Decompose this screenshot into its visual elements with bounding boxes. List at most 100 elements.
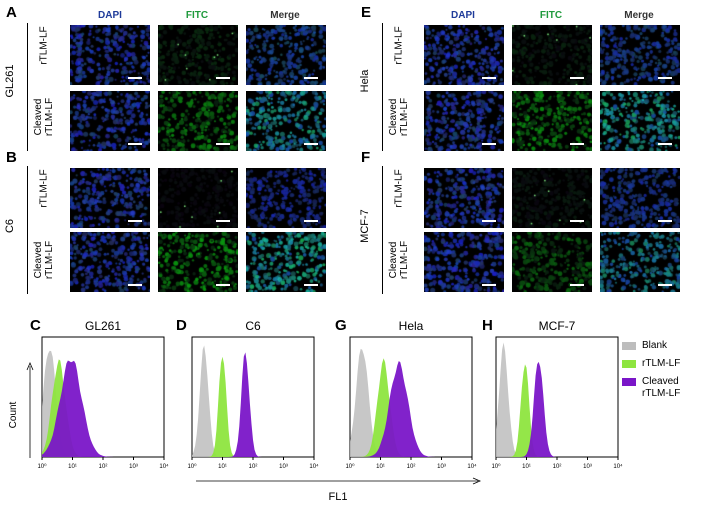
bracket-line-mcf7 xyxy=(382,166,383,294)
panel-letter-e: E xyxy=(361,4,372,21)
hist-panel-letter-g: G xyxy=(335,317,347,334)
cell-line-label-mcf7: MCF-7 xyxy=(359,209,371,243)
cell-line-label-c6: C6 xyxy=(4,218,16,234)
legend-label-rtlm-lf: rTLM-LF xyxy=(642,358,681,369)
hist-frame xyxy=(495,336,619,458)
y-axis-arrow-head xyxy=(26,361,34,371)
micro-gl261-untreated-dapi xyxy=(70,25,150,85)
micro-hela-untreated-merge xyxy=(600,25,680,85)
row-label-mcf7-untreated: rTLM-LF xyxy=(393,169,405,208)
col-head-dapi-right: DAPI xyxy=(451,10,475,21)
scale-bar xyxy=(570,77,584,79)
col-head-merge-right: Merge xyxy=(624,10,654,21)
micro-mcf7-cleaved-fitc xyxy=(512,232,592,292)
scale-bar xyxy=(482,284,496,286)
legend-label-blank: Blank xyxy=(642,340,668,351)
x-tick-label: 10³ xyxy=(279,464,288,470)
cell-line-label-hela: Hela xyxy=(359,69,371,93)
scale-bar xyxy=(216,284,230,286)
x-tick-label: 10⁴ xyxy=(613,463,623,470)
scale-bar xyxy=(128,77,142,79)
histogram-legend: Blank rTLM-LF Cleaved rTLM-LF xyxy=(622,340,700,400)
hist-frame xyxy=(191,336,315,458)
scale-bar xyxy=(658,77,672,79)
col-head-fitc-right: FITC xyxy=(539,10,563,21)
x-axis-arrow-head xyxy=(472,477,482,485)
col-head-merge-left: Merge xyxy=(270,10,300,21)
legend-item-blank: Blank xyxy=(622,340,700,352)
x-tick-label: 10⁰ xyxy=(491,463,501,470)
bracket-line-gl261 xyxy=(27,23,28,151)
micro-mcf7-untreated-dapi xyxy=(424,168,504,228)
histogram-panel-g: G Hela 10⁰ 10¹ 10² 10³ 10⁴ xyxy=(335,317,477,470)
row-label-mcf7-cleaved: Cleaved rTLM-LF xyxy=(388,240,410,280)
legend-swatch-blank xyxy=(622,342,636,350)
histogram-panel-c: C GL261 10⁰ 10¹ 10² 10³ 10⁴ xyxy=(30,317,169,470)
scale-bar xyxy=(304,143,318,145)
cell-line-label-gl261: GL261 xyxy=(4,64,16,98)
micro-c6-cleaved-dapi xyxy=(70,232,150,292)
hist-curve-g-blank xyxy=(350,348,472,457)
scale-bar xyxy=(128,143,142,145)
x-tick-label: 10⁴ xyxy=(467,463,477,470)
panel-letter-a: A xyxy=(6,4,17,21)
micro-c6-cleaved-fitc xyxy=(158,232,238,292)
row-label-hela-untreated: rTLM-LF xyxy=(393,26,405,65)
hist-title-h: MCF-7 xyxy=(539,319,576,333)
y-axis-label-count: Count xyxy=(8,401,19,428)
panel-letter-f: F xyxy=(361,149,371,166)
scale-bar xyxy=(216,220,230,222)
micro-gl261-untreated-fitc xyxy=(158,25,238,85)
legend-swatch-rtlm-lf xyxy=(622,360,636,368)
row-label-gl261-untreated: rTLM-LF xyxy=(38,26,50,65)
scale-bar xyxy=(482,143,496,145)
hist-title-c: GL261 xyxy=(85,319,121,333)
x-tick-label: 10² xyxy=(249,464,258,470)
legend-item-cleaved: Cleaved rTLM-LF xyxy=(622,376,700,400)
micro-mcf7-untreated-fitc xyxy=(512,168,592,228)
hist-curve-g-cleaved xyxy=(350,361,472,457)
legend-label-cleaved: Cleaved rTLM-LF xyxy=(642,376,681,399)
scale-bar xyxy=(658,284,672,286)
micro-c6-untreated-fitc xyxy=(158,168,238,228)
row-label-c6-untreated: rTLM-LF xyxy=(38,169,50,208)
scale-bar xyxy=(570,143,584,145)
x-tick-label: 10¹ xyxy=(218,464,227,470)
micro-hela-untreated-fitc xyxy=(512,25,592,85)
x-tick-label: 10⁰ xyxy=(37,463,47,470)
hist-panel-letter-c: C xyxy=(30,317,41,334)
micro-c6-cleaved-merge xyxy=(246,232,326,292)
x-tick-label: 10² xyxy=(553,464,562,470)
scale-bar xyxy=(304,284,318,286)
micro-mcf7-cleaved-dapi xyxy=(424,232,504,292)
x-tick-label: 10⁰ xyxy=(187,463,197,470)
micro-hela-cleaved-fitc xyxy=(512,91,592,151)
hist-title-d: C6 xyxy=(245,319,261,333)
x-tick-label: 10² xyxy=(99,464,108,470)
micro-mcf7-cleaved-merge xyxy=(600,232,680,292)
micro-hela-cleaved-dapi xyxy=(424,91,504,151)
x-tick-label: 10¹ xyxy=(68,464,77,470)
row-label-gl261-cleaved: Cleaved rTLM-LF xyxy=(33,97,55,137)
scale-bar xyxy=(482,220,496,222)
scale-bar xyxy=(128,284,142,286)
legend-swatch-cleaved xyxy=(622,378,636,386)
hist-curve-h-rtlm-lf xyxy=(496,364,618,457)
x-tick-label: 10¹ xyxy=(522,464,531,470)
micro-gl261-cleaved-merge xyxy=(246,91,326,151)
micro-gl261-cleaved-fitc xyxy=(158,91,238,151)
hist-curve-d-rtlm-lf xyxy=(192,356,314,457)
x-tick-label: 10³ xyxy=(583,464,592,470)
micro-hela-untreated-dapi xyxy=(424,25,504,85)
histogram-panel-h: H MCF-7 10⁰ 10¹ 10² 10³ 10⁴ xyxy=(482,317,623,470)
hist-title-g: Hela xyxy=(399,319,424,333)
row-label-hela-cleaved: Cleaved rTLM-LF xyxy=(388,97,410,137)
bracket-line-hela xyxy=(382,23,383,151)
x-tick-label: 10⁴ xyxy=(309,463,319,470)
scale-bar xyxy=(304,77,318,79)
x-tick-label: 10⁴ xyxy=(159,463,169,470)
hist-curve-h-blank xyxy=(496,342,618,457)
x-tick-label: 10² xyxy=(407,464,416,470)
micro-c6-untreated-merge xyxy=(246,168,326,228)
scale-bar xyxy=(570,284,584,286)
